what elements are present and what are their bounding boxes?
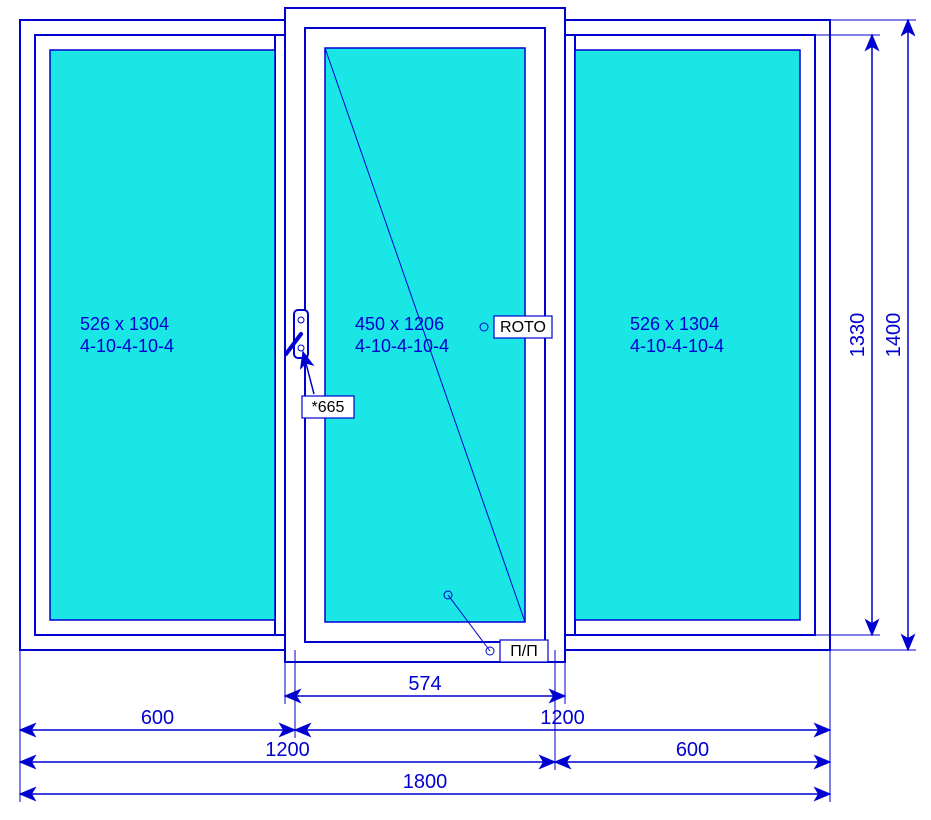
dim-total-width-value: 1800 xyxy=(403,771,448,793)
roto-label: ROTO xyxy=(500,319,546,336)
glass-left xyxy=(50,50,275,620)
dim-row2-a-value: 1200 xyxy=(265,739,310,761)
dim-sash-width-value: 574 xyxy=(408,673,441,695)
handle-height-label: *665 xyxy=(312,399,345,416)
right-formula: 4-10-4-10-4 xyxy=(630,336,724,356)
window-drawing: 526 x 13044-10-4-10-4450 x 12064-10-4-10… xyxy=(0,0,931,815)
center-size: 450 x 1206 xyxy=(355,314,444,334)
dim-row1-a-value: 600 xyxy=(141,707,174,729)
center-formula: 4-10-4-10-4 xyxy=(355,336,449,356)
left-size: 526 x 1304 xyxy=(80,314,169,334)
left-formula: 4-10-4-10-4 xyxy=(80,336,174,356)
glass-right xyxy=(575,50,800,620)
dim-height-inner-value: 1330 xyxy=(847,313,869,358)
dim-row1-b-value: 1200 xyxy=(540,707,585,729)
right-size: 526 x 1304 xyxy=(630,314,719,334)
pp-label: П/П xyxy=(510,643,537,660)
dim-row2-b-value: 600 xyxy=(676,739,709,761)
dim-height-outer-value: 1400 xyxy=(883,313,905,358)
